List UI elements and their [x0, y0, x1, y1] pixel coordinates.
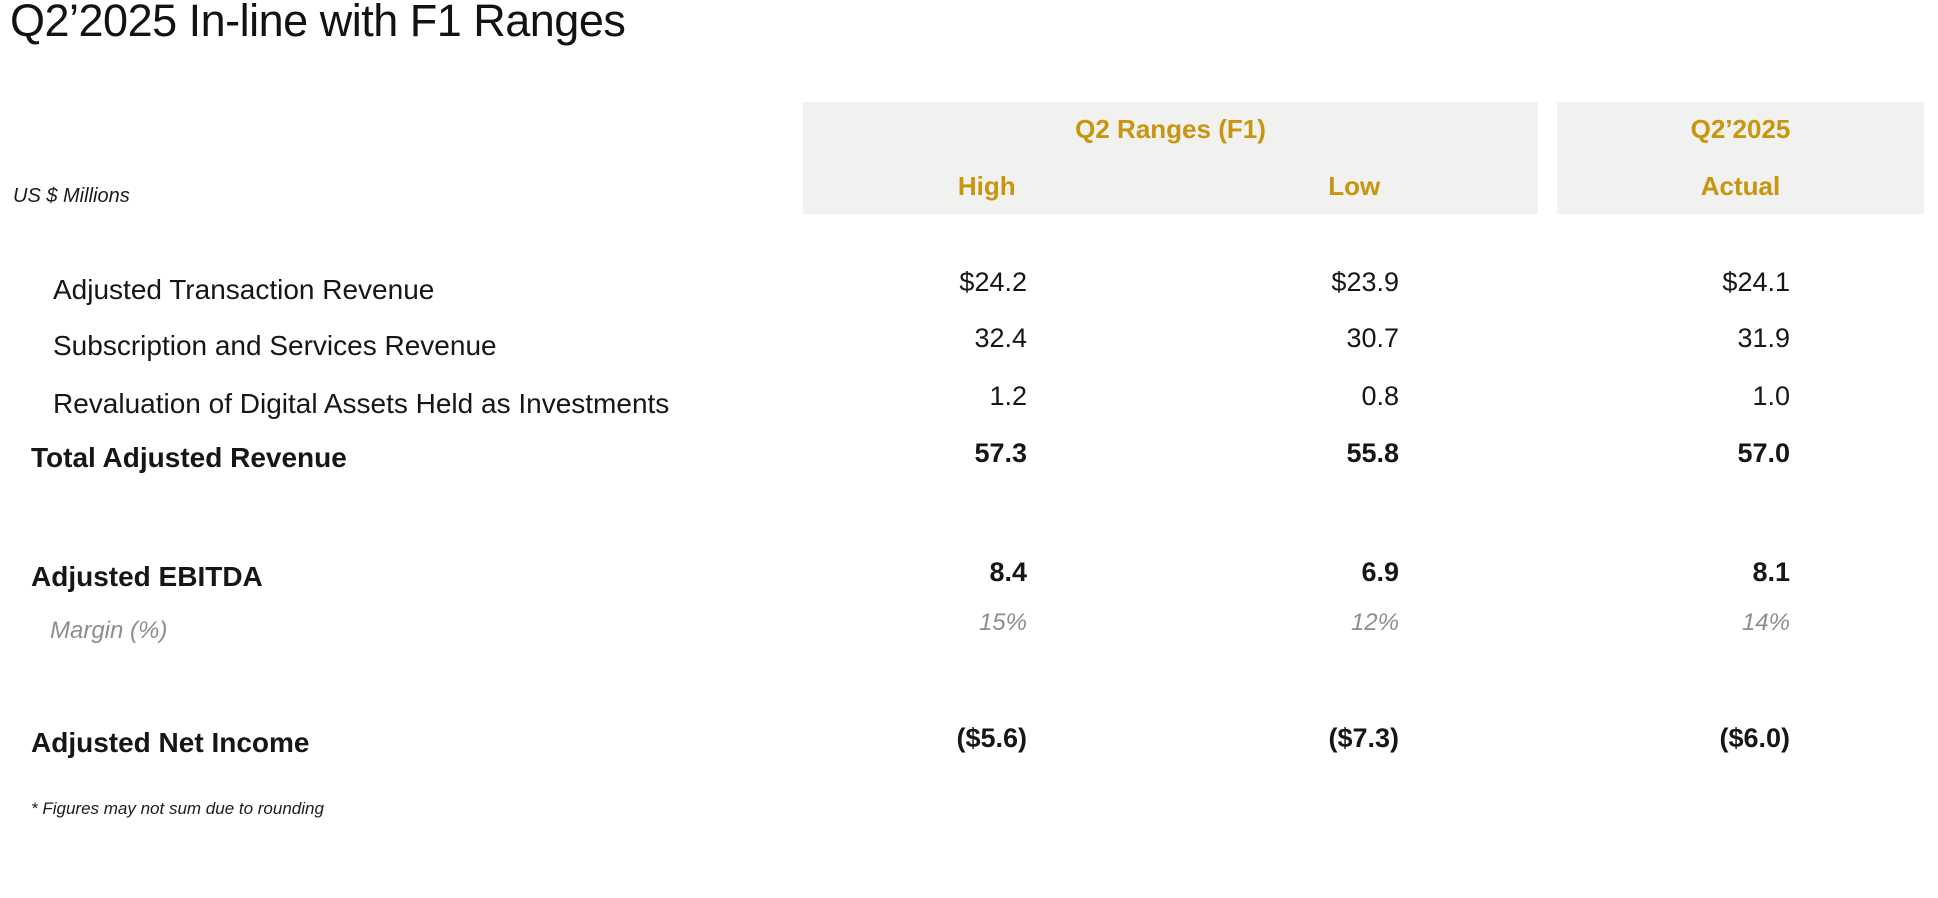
row-value: $24.1 [1722, 267, 1790, 297]
column-gap [1538, 387, 1557, 421]
table-row: Adjusted Net Income ($5.6) ($7.3) ($6.0) [0, 723, 1924, 760]
page-title: Q2’2025 In-line with F1 Ranges [10, 0, 626, 46]
header-band-gap [1538, 102, 1557, 214]
table-row: Adjusted EBITDA 8.4 6.9 8.1 [0, 557, 1924, 594]
row-value: 1.2 [989, 381, 1027, 411]
row-value: 14% [1741, 609, 1790, 636]
row-label: Adjusted EBITDA [31, 561, 263, 592]
row-value: 0.8 [1361, 381, 1399, 411]
footnote: * Figures may not sum due to rounding [31, 799, 324, 818]
row-label: Adjusted Net Income [31, 727, 310, 758]
row-value: 32.4 [974, 323, 1027, 353]
table-row: Adjusted Transaction Revenue $24.2 $23.9 $2… [0, 267, 1924, 307]
column-gap [1538, 441, 1557, 475]
q2-ranges-header-band: Q2 Ranges (F1) High Low [803, 102, 1538, 214]
row-label: Subscription and Services Revenue [53, 330, 497, 361]
units-label: US $ Millions [13, 185, 130, 207]
column-header-high: High [957, 171, 1016, 201]
row-value: 57.3 [974, 438, 1027, 468]
row-value: ($6.0) [1719, 723, 1790, 753]
column-gap [1538, 329, 1557, 363]
row-value: 12% [1350, 609, 1399, 636]
column-header-low: Low [1328, 171, 1381, 201]
row-value: $24.2 [959, 267, 1027, 297]
row-value: 8.1 [1752, 557, 1790, 587]
row-value: 6.9 [1361, 557, 1399, 587]
q2-2025-subheaders: Actual [1557, 171, 1924, 201]
column-gap [1538, 273, 1557, 307]
row-value: 31.9 [1737, 323, 1790, 353]
row-label: Revaluation of Digital Assets Held as In… [53, 388, 670, 419]
row-value: 57.0 [1737, 438, 1790, 468]
row-value: $23.9 [1331, 267, 1399, 297]
group-header-q2-2025: Q2’2025 [1690, 114, 1791, 144]
row-value: 1.0 [1752, 381, 1790, 411]
group-header-q2-ranges: Q2 Ranges (F1) [1075, 114, 1266, 144]
row-value: 8.4 [989, 557, 1027, 587]
q2-ranges-subheaders: High Low [803, 171, 1538, 201]
row-value: ($7.3) [1328, 723, 1399, 753]
column-gap [1538, 614, 1557, 648]
table-row: Subscription and Services Revenue 32.4 30.… [0, 323, 1924, 363]
column-header-actual: Actual [1700, 171, 1781, 201]
table-row: Revaluation of Digital Assets Held as In… [0, 381, 1924, 421]
table-header: US $ Millions Q2 Ranges (F1) High Low Q2… [0, 102, 1924, 214]
row-label: Margin (%) [50, 617, 168, 644]
table-rows: Adjusted Transaction Revenue $24.2 $23.9 $2… [0, 267, 1924, 760]
row-label: Adjusted Transaction Revenue [53, 274, 435, 305]
q2-2025-header-band: Q2’2025 Actual [1557, 102, 1924, 214]
row-value: 30.7 [1346, 323, 1399, 353]
row-label: Total Adjusted Revenue [31, 442, 347, 473]
table-row: Margin (%) 15% 12% 14% [0, 609, 1924, 648]
column-gap [1538, 726, 1557, 760]
financial-table: US $ Millions Q2 Ranges (F1) High Low Q2… [0, 102, 1924, 819]
row-value: ($5.6) [956, 723, 1027, 753]
row-value: 15% [978, 609, 1027, 636]
column-gap [1538, 560, 1557, 594]
row-value: 55.8 [1346, 438, 1399, 468]
table-row: Total Adjusted Revenue 57.3 55.8 57.0 [0, 438, 1924, 475]
